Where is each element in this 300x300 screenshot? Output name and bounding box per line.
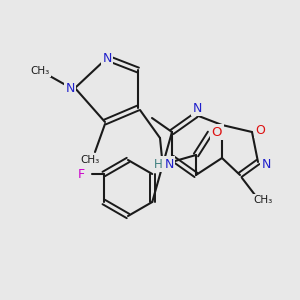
Text: H: H <box>154 158 162 170</box>
Text: N: N <box>192 101 202 115</box>
Text: N: N <box>261 158 271 170</box>
Text: CH₃: CH₃ <box>80 155 100 165</box>
Text: O: O <box>255 124 265 136</box>
Text: N: N <box>102 52 112 64</box>
Text: CH₃: CH₃ <box>254 195 273 205</box>
Text: O: O <box>212 125 222 139</box>
Text: CH₃: CH₃ <box>30 66 50 76</box>
Text: F: F <box>78 167 85 181</box>
Text: N: N <box>164 158 174 170</box>
Text: N: N <box>65 82 75 95</box>
